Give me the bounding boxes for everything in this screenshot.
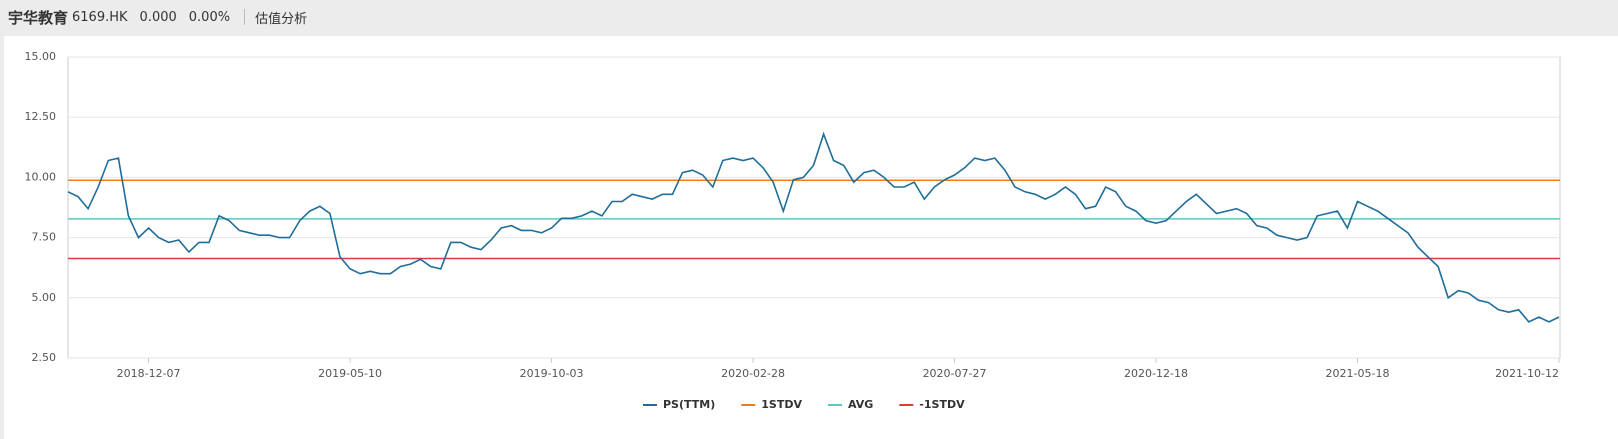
header: 宇华教育 6169.HK 0.000 0.00% 估值分析 [0,0,1618,34]
tab[interactable]: 估值分析 [255,11,308,27]
legend-label: 1STDV [761,398,802,411]
x-tick-label: 2021-05-18 [1326,367,1390,380]
x-tick-label: 2020-07-27 [923,367,987,380]
x-tick-label: 2018-12-07 [117,367,181,380]
series-line [67,131,1560,323]
legend-label: AVG [848,398,873,411]
x-tick-label: 2021-10-12 [1495,367,1559,380]
stock-name: 宇华教育 [8,8,69,27]
change: 0.00% [188,9,231,25]
price: 0.000 [139,9,177,25]
y-tick-label: 12.50 [25,110,57,123]
y-tick-label: 5.00 [32,291,57,304]
legend-label: PS(TTM) [663,398,715,411]
legend-label: -1STDV [919,398,965,411]
plot-frame [67,56,1561,359]
x-tick-label: 2019-05-10 [318,367,382,380]
y-tick-label: 7.50 [32,231,57,244]
y-tick-label: 15.00 [25,50,57,63]
x-tick-label: 2020-02-28 [721,367,785,380]
stock-code: 6169.HK [72,9,128,25]
y-tick-label: 10.00 [25,170,57,183]
y-tick-label: 2.50 [32,351,57,364]
x-tick-label: 2019-10-03 [520,367,584,380]
x-tick-label: 2020-12-18 [1124,367,1188,380]
separator [244,9,246,25]
